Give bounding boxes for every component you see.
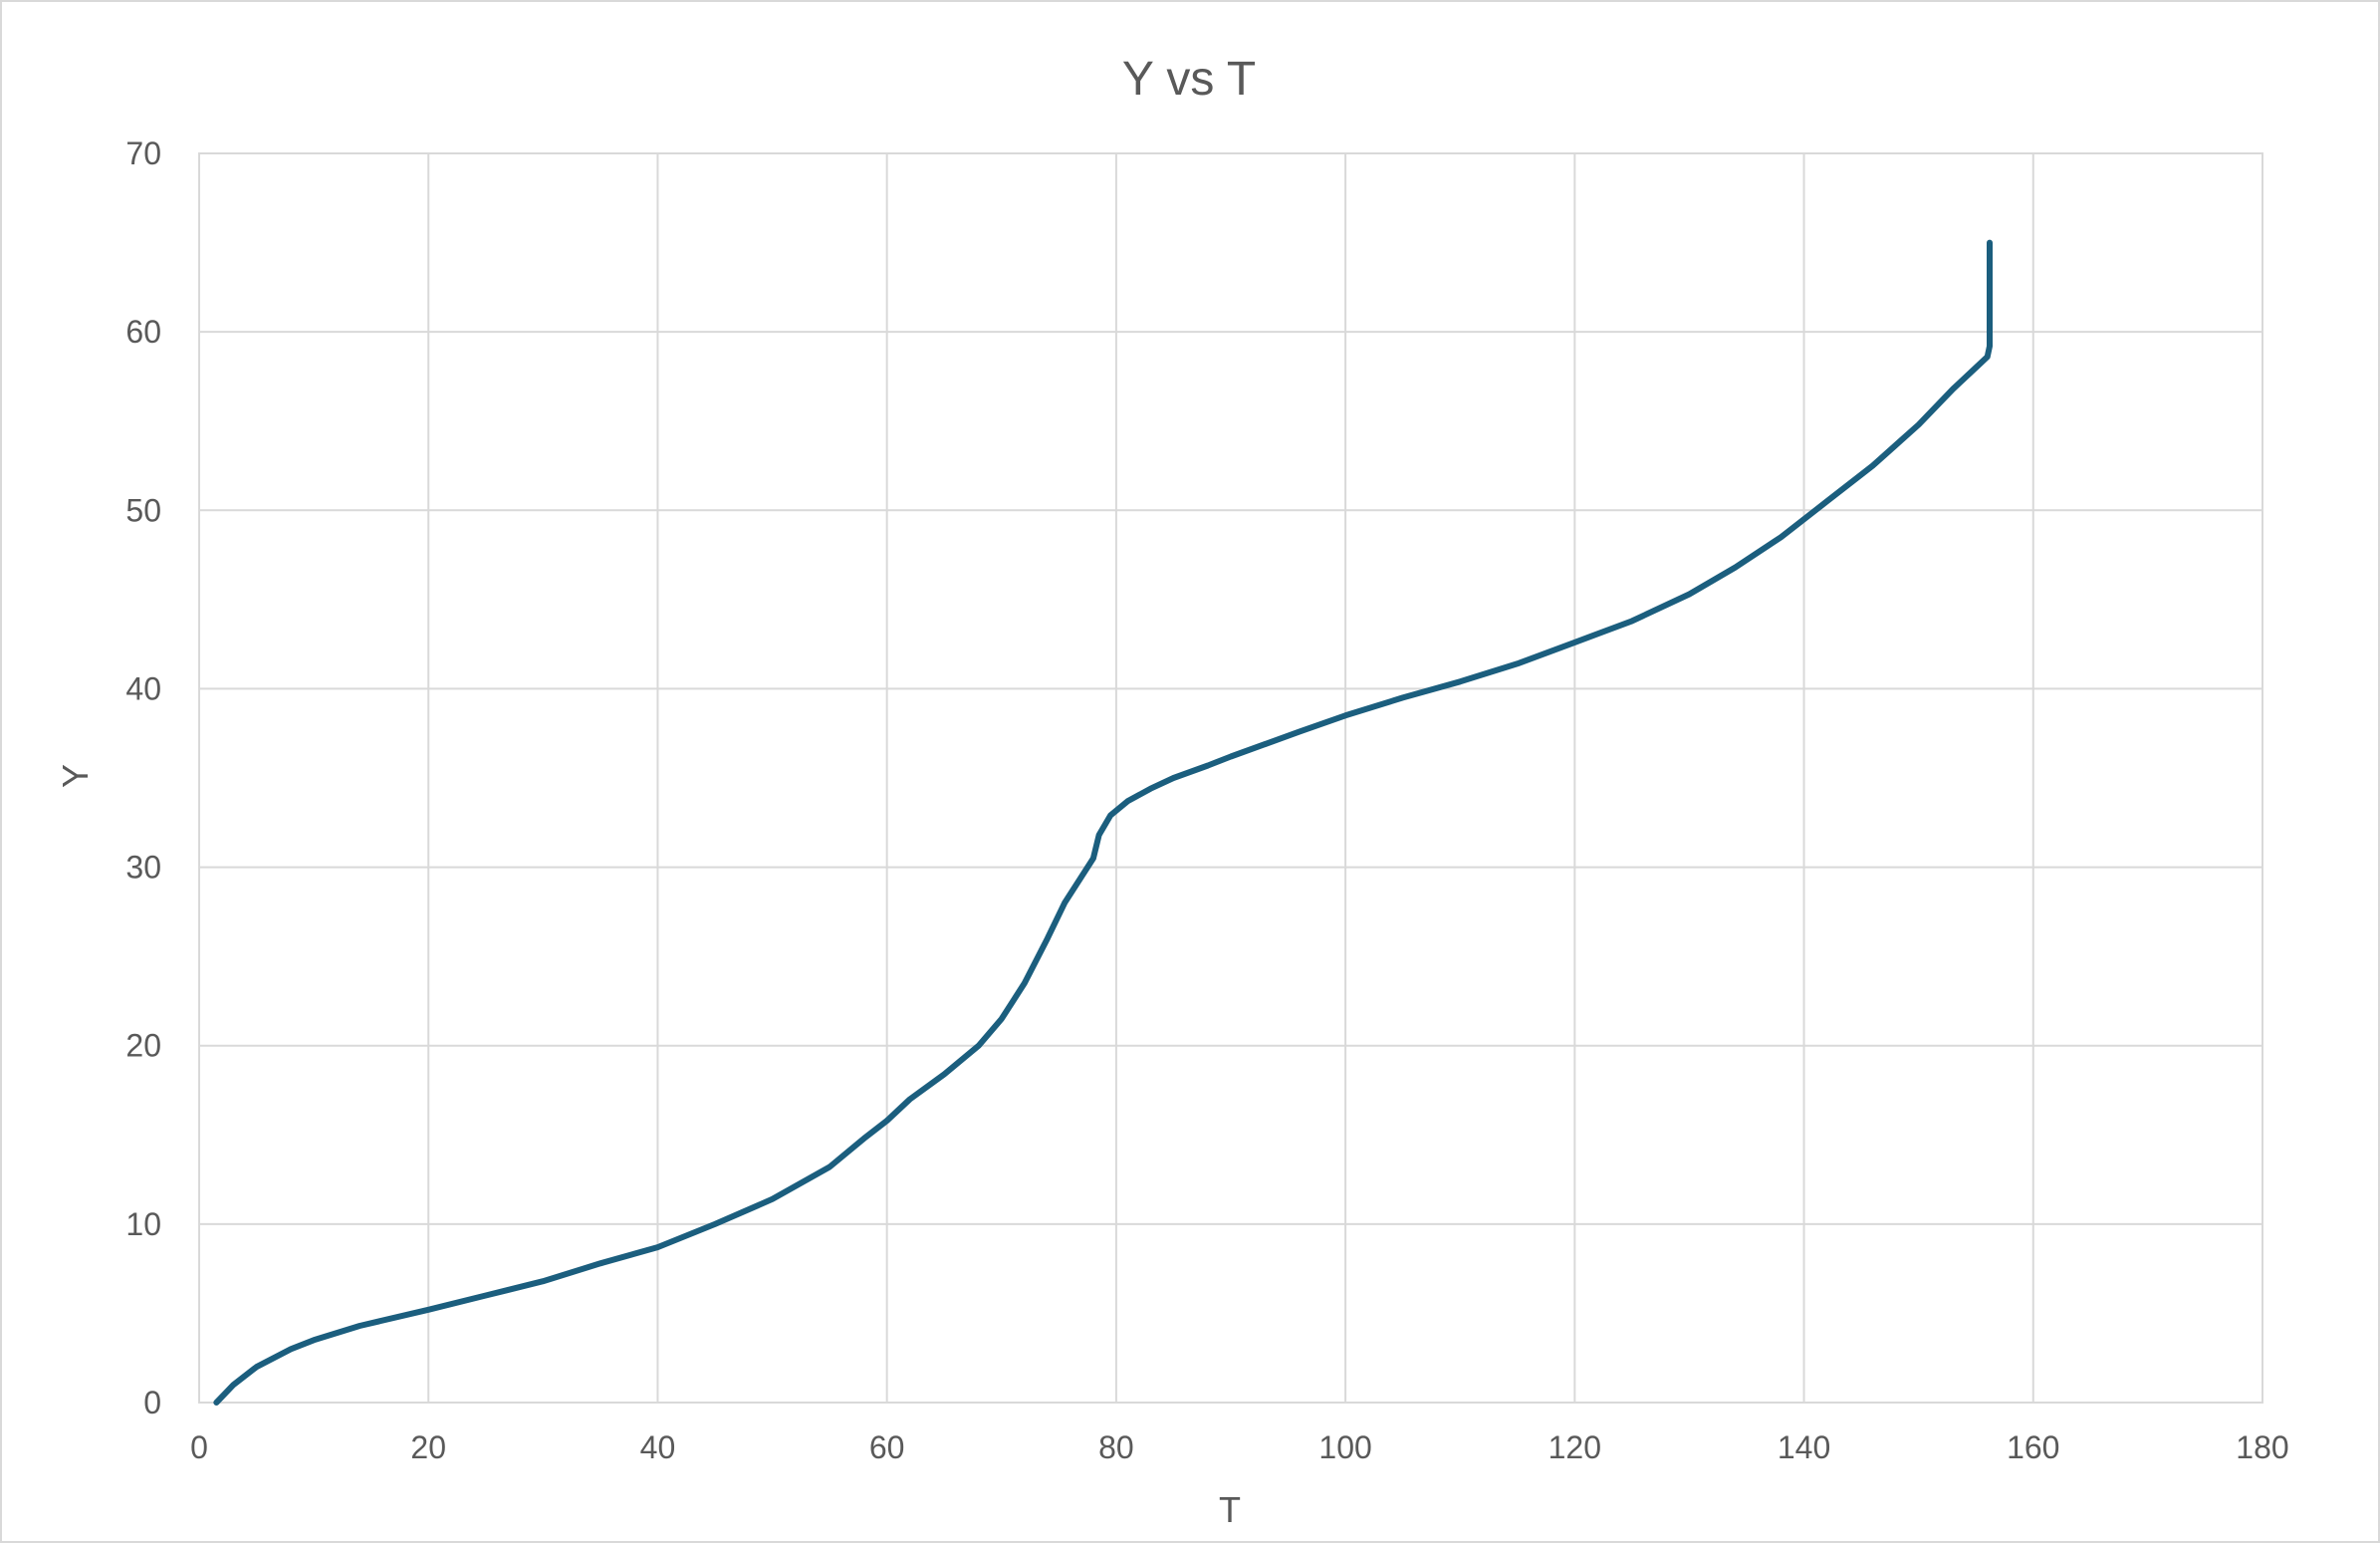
x-tick-label: 60 xyxy=(869,1429,905,1465)
y-tick-label: 60 xyxy=(125,314,161,350)
x-tick-label: 140 xyxy=(1778,1429,1830,1465)
series-line xyxy=(213,239,1993,1406)
x-axis-tick-labels: 0 20 40 60 80 100 120 140 160 180 xyxy=(190,1429,2289,1465)
x-tick-label: 180 xyxy=(2236,1429,2288,1465)
y-tick-label: 10 xyxy=(125,1206,161,1242)
x-tick-label: 120 xyxy=(1548,1429,1601,1465)
x-tick-label: 20 xyxy=(410,1429,446,1465)
y-axis-tick-labels: 0 10 20 30 40 50 60 70 xyxy=(125,135,161,1420)
plot-area xyxy=(198,152,2263,1404)
y-axis-title: Y xyxy=(55,764,96,788)
x-tick-label: 160 xyxy=(2007,1429,2059,1465)
x-tick-label: 40 xyxy=(640,1429,676,1465)
x-tick-label: 0 xyxy=(190,1429,208,1465)
x-axis-title: T xyxy=(1219,1489,1241,1530)
y-tick-label: 0 xyxy=(143,1385,161,1420)
x-tick-label: 80 xyxy=(1098,1429,1134,1465)
y-tick-label: 70 xyxy=(125,135,161,171)
y-tick-label: 50 xyxy=(125,492,161,528)
gridlines xyxy=(198,152,2263,1404)
y-tick-label: 20 xyxy=(125,1028,161,1064)
y-tick-label: 40 xyxy=(125,670,161,706)
chart-title: Y vs T xyxy=(1122,53,1256,106)
y-tick-label: 30 xyxy=(125,850,161,886)
x-tick-label: 100 xyxy=(1318,1429,1371,1465)
